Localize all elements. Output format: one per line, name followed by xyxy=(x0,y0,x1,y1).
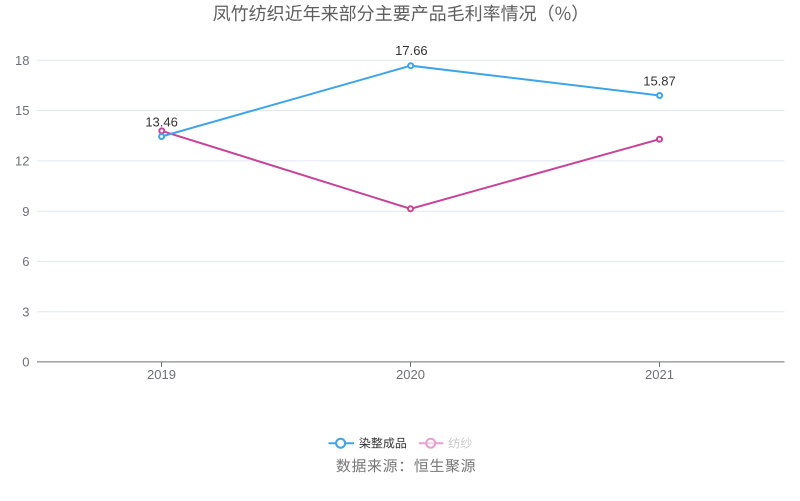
svg-text:18: 18 xyxy=(15,53,29,68)
svg-text:15: 15 xyxy=(15,103,29,118)
svg-text:15.87: 15.87 xyxy=(643,73,676,88)
svg-text:13.46: 13.46 xyxy=(145,114,178,129)
svg-text:6: 6 xyxy=(22,254,29,269)
svg-text:3: 3 xyxy=(22,304,29,319)
svg-text:9: 9 xyxy=(22,204,29,219)
svg-text:12: 12 xyxy=(15,154,29,169)
svg-text:2019: 2019 xyxy=(147,367,176,382)
svg-text:17.66: 17.66 xyxy=(395,43,428,58)
svg-text:2020: 2020 xyxy=(396,367,425,382)
svg-text:2021: 2021 xyxy=(645,367,674,382)
svg-text:0: 0 xyxy=(22,355,29,370)
